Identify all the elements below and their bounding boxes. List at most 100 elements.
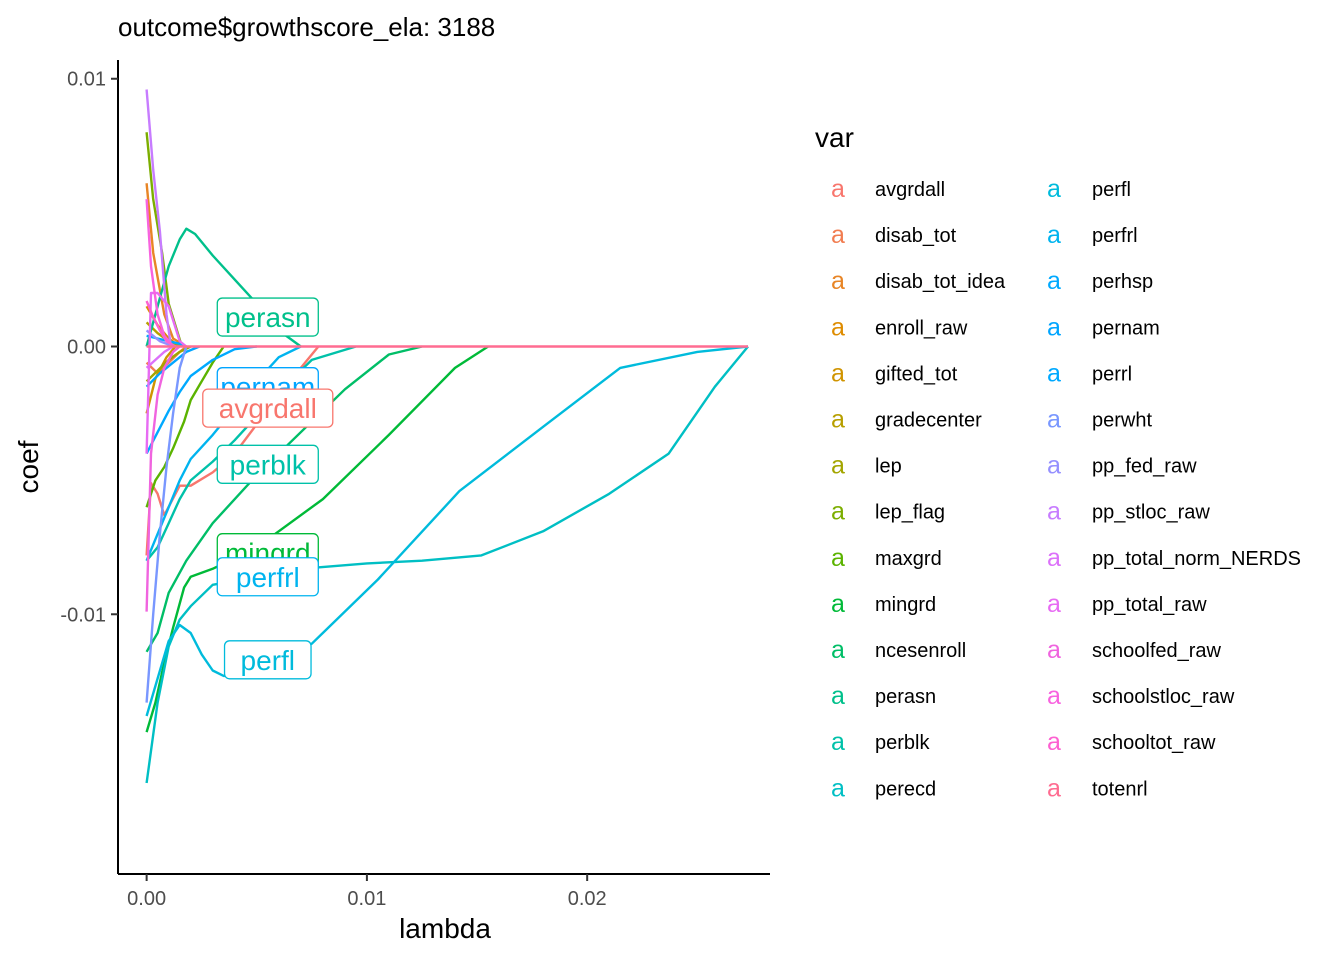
legend-label: ncesenroll	[875, 640, 966, 662]
legend-label: enroll_raw	[875, 317, 968, 339]
series-line-mingrd	[145, 345, 489, 733]
annotation-box	[202, 388, 334, 428]
legend-key: a	[1047, 175, 1061, 203]
legend-item-perrl: a perrl	[1047, 359, 1132, 387]
annotation-text: perblk	[230, 449, 307, 480]
series-line-ncesenroll	[145, 345, 423, 653]
legend-label: schoolfed_raw	[1092, 640, 1222, 662]
legend-item-pp-total-raw: a pp_total_raw	[1047, 590, 1207, 618]
annotation-box	[216, 557, 319, 597]
annotation-avgrdall: avgrdall	[202, 388, 334, 428]
x-tick-label: 0.01	[347, 888, 386, 910]
series-line-schooltot-raw	[145, 300, 176, 348]
chart-title: outcome$growthscore_ela: 3188	[118, 12, 495, 42]
y-axis-label: coef	[13, 440, 44, 493]
legend-key: a	[831, 498, 845, 526]
legend-key: a	[1047, 313, 1061, 341]
legend-item-maxgrd: a maxgrd	[831, 544, 942, 572]
annotation-perfl: perfl	[223, 640, 312, 680]
legend-label: disab_tot	[875, 225, 957, 247]
annotation-labels: perasnpernamavgrdallperblkmingrdperfrlpe…	[202, 297, 334, 680]
annotation-box	[216, 444, 319, 484]
legend-item-lep-flag: a lep_flag	[831, 498, 945, 526]
legend-item-schooltot-raw: a schooltot_raw	[1047, 728, 1216, 756]
legend-label: pp_fed_raw	[1092, 456, 1197, 478]
legend-label: perhsp	[1092, 271, 1153, 293]
plot-lines	[145, 89, 749, 784]
annotation-perfrl: perfrl	[216, 557, 319, 597]
legend-label: gradecenter	[875, 410, 982, 432]
legend-label: perblk	[875, 732, 930, 754]
legend-label: pp_total_norm_NERDS	[1092, 548, 1301, 570]
legend-key: a	[831, 267, 845, 295]
legend-item-perfrl: a perfrl	[1047, 221, 1138, 249]
legend-key: a	[1047, 359, 1061, 387]
annotation-text: perasn	[225, 302, 311, 333]
legend-key: a	[1047, 728, 1061, 756]
legend-item-enroll-raw: a enroll_raw	[831, 313, 968, 341]
legend-key: a	[831, 774, 845, 802]
legend-item-gradecenter: a gradecenter	[831, 406, 982, 434]
x-axis-label: lambda	[399, 913, 491, 944]
legend-label: disab_tot_idea	[875, 271, 1006, 293]
legend-key: a	[1047, 774, 1061, 802]
legend-title: var	[815, 122, 854, 153]
legend-item-perhsp: a perhsp	[1047, 267, 1153, 295]
legend-key: a	[831, 313, 845, 341]
legend-item-pernam: a pernam	[1047, 313, 1160, 341]
y-tick-label: 0.00	[67, 337, 106, 359]
legend-label: lep	[875, 456, 902, 478]
legend-label: avgrdall	[875, 179, 945, 201]
legend-key: a	[831, 728, 845, 756]
x-tick-label: 0.02	[568, 888, 607, 910]
legend-key: a	[1047, 544, 1061, 572]
legend-key: a	[831, 406, 845, 434]
legend-key: a	[831, 175, 845, 203]
legend-item-gifted-tot: a gifted_tot	[831, 359, 958, 387]
legend-key: a	[831, 682, 845, 710]
series-line-pp-total-raw	[145, 291, 188, 454]
legend-label: mingrd	[875, 594, 936, 616]
legend-label: perfl	[1092, 179, 1131, 201]
legend-label: pp_total_raw	[1092, 594, 1207, 616]
legend-item-schoolstloc-raw: a schoolstloc_raw	[1047, 682, 1235, 710]
legend-key: a	[1047, 682, 1061, 710]
series-line-disab-tot-idea	[145, 183, 187, 348]
annotation-text: perfrl	[236, 562, 300, 593]
legend-label: pernam	[1092, 317, 1160, 339]
legend-key: a	[831, 590, 845, 618]
legend-item-disab-tot-idea: a disab_tot_idea	[831, 267, 1006, 295]
series-line-pernam	[145, 345, 200, 388]
legend-item-perwht: a perwht	[1047, 406, 1152, 434]
axes: 0.00 0.01 0.02 0.01 0.00 -0.01	[60, 60, 770, 910]
series-line-schoolstloc-raw	[145, 199, 175, 348]
legend-item-avgrdall: a avgrdall	[831, 175, 945, 203]
legend-key: a	[831, 636, 845, 664]
annotation-perblk: perblk	[216, 444, 319, 484]
legend-label: perrl	[1092, 363, 1132, 385]
annotation-box	[223, 640, 312, 680]
legend-item-perecd: a perecd	[831, 774, 936, 802]
legend-item-perasn: a perasn	[831, 682, 936, 710]
legend-label: gifted_tot	[875, 363, 958, 385]
legend-item-pp-total-norm-nerds: a pp_total_norm_NERDS	[1047, 544, 1301, 572]
series-line-perwht	[145, 346, 188, 703]
x-tick-label: 0.00	[127, 888, 166, 910]
series-line-perhsp	[145, 345, 257, 455]
legend-item-pp-stloc-raw: a pp_stloc_raw	[1047, 498, 1210, 526]
annotation-perasn: perasn	[216, 297, 319, 337]
legend-label: schooltot_raw	[1092, 732, 1216, 754]
annotation-text: perfl	[241, 645, 295, 676]
legend-key: a	[1047, 406, 1061, 434]
legend-item-disab-tot: a disab_tot	[831, 221, 957, 249]
legend-key: a	[1047, 498, 1061, 526]
legend-key: a	[831, 544, 845, 572]
legend-key: a	[831, 359, 845, 387]
legend-key: a	[1047, 636, 1061, 664]
legend-key: a	[831, 221, 845, 249]
legend-item-perfl: a perfl	[1047, 175, 1131, 203]
legend-item-schoolfed-raw: a schoolfed_raw	[1047, 636, 1221, 664]
legend-label: lep_flag	[875, 502, 945, 524]
